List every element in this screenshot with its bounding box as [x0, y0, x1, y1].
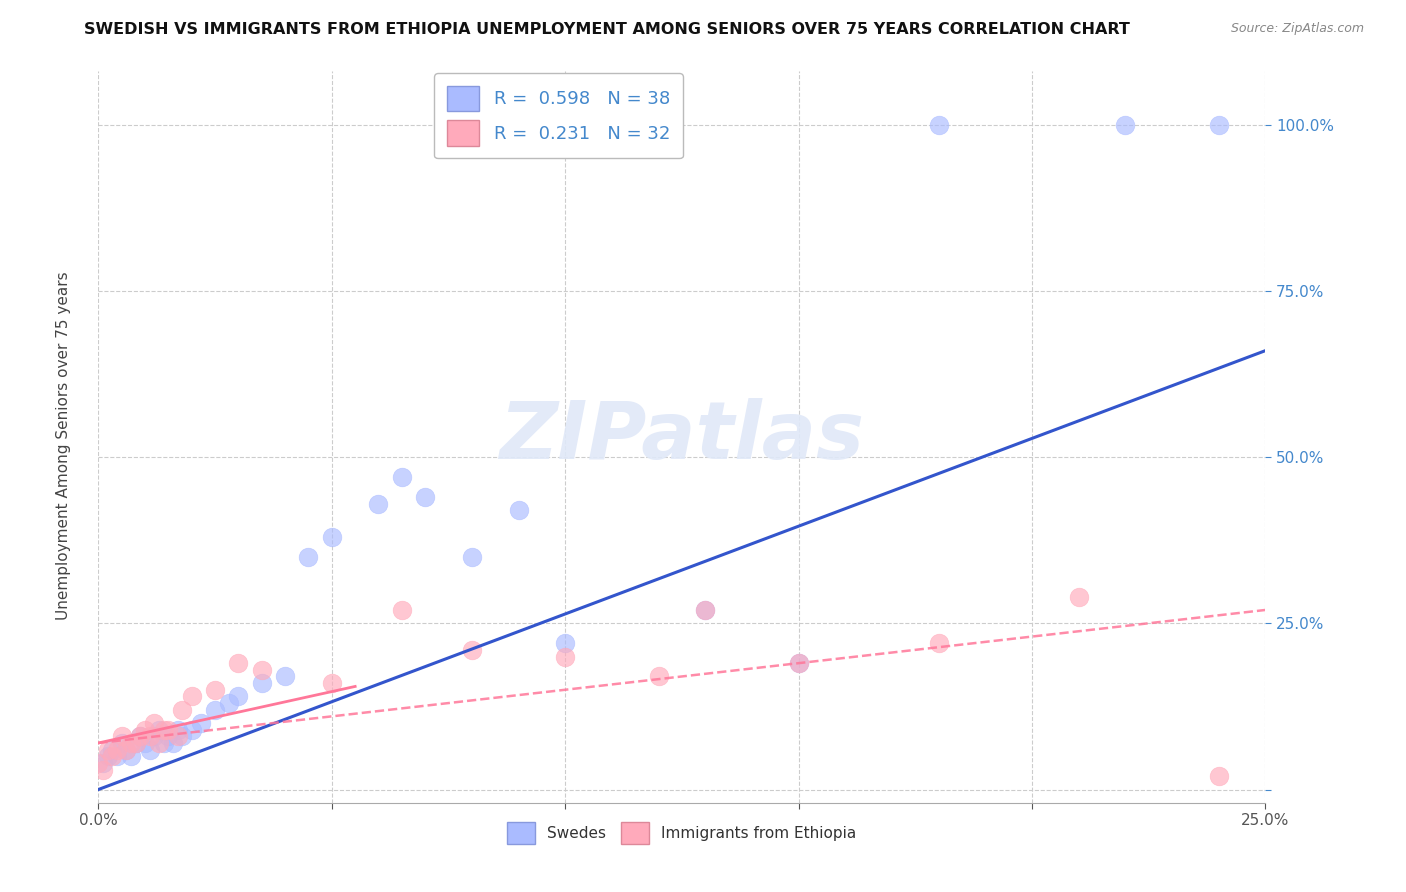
Point [139, 729, 162, 743]
Point [928, 636, 950, 650]
Point [461, 549, 484, 564]
Point [367, 497, 389, 511]
Legend: Swedes, Immigrants from Ethiopia: Swedes, Immigrants from Ethiopia [502, 816, 862, 850]
Point [115, 742, 138, 756]
Point [554, 649, 576, 664]
Point [787, 656, 810, 670]
Point [218, 696, 240, 710]
Point [143, 729, 166, 743]
Point [172, 703, 194, 717]
Point [321, 676, 343, 690]
Point [120, 749, 142, 764]
Point [1114, 118, 1136, 132]
Point [148, 736, 170, 750]
Text: ZIPatlas: ZIPatlas [499, 398, 865, 476]
Point [134, 736, 156, 750]
Point [250, 676, 273, 690]
Point [152, 736, 174, 750]
Point [105, 742, 128, 756]
Point [115, 742, 138, 756]
Point [157, 723, 180, 737]
Point [695, 603, 717, 617]
Point [508, 503, 530, 517]
Point [162, 736, 184, 750]
Point [129, 729, 152, 743]
Point [125, 736, 148, 750]
Point [101, 742, 124, 756]
Point [105, 749, 128, 764]
Point [166, 723, 188, 737]
Point [391, 603, 413, 617]
Point [391, 470, 413, 484]
Point [461, 643, 484, 657]
Point [148, 723, 170, 737]
Text: Source: ZipAtlas.com: Source: ZipAtlas.com [1230, 22, 1364, 36]
Point [554, 636, 576, 650]
Point [166, 729, 188, 743]
Text: Unemployment Among Seniors over 75 years: Unemployment Among Seniors over 75 years [56, 272, 70, 620]
Point [111, 729, 134, 743]
Point [647, 669, 669, 683]
Point [180, 690, 202, 704]
Point [91, 763, 114, 777]
Point [1208, 769, 1230, 783]
Point [172, 729, 194, 743]
Point [91, 756, 114, 770]
Point [787, 656, 810, 670]
Point [274, 669, 297, 683]
Point [413, 490, 436, 504]
Point [228, 656, 250, 670]
Point [125, 736, 148, 750]
Point [120, 736, 142, 750]
Point [157, 729, 180, 743]
Point [190, 716, 212, 731]
Point [695, 603, 717, 617]
Point [250, 663, 273, 677]
Point [129, 729, 152, 743]
Point [321, 530, 343, 544]
Point [97, 742, 120, 756]
Point [297, 549, 319, 564]
Point [152, 723, 174, 737]
Point [204, 703, 226, 717]
Point [1067, 590, 1090, 604]
Point [111, 736, 134, 750]
Point [139, 742, 162, 756]
Point [134, 723, 156, 737]
Text: SWEDISH VS IMMIGRANTS FROM ETHIOPIA UNEMPLOYMENT AMONG SENIORS OVER 75 YEARS COR: SWEDISH VS IMMIGRANTS FROM ETHIOPIA UNEM… [84, 22, 1130, 37]
Point [101, 749, 124, 764]
Point [228, 690, 250, 704]
Point [97, 749, 120, 764]
Point [87, 756, 110, 770]
Point [204, 682, 226, 697]
Point [1208, 118, 1230, 132]
Point [928, 118, 950, 132]
Point [180, 723, 202, 737]
Point [143, 716, 166, 731]
